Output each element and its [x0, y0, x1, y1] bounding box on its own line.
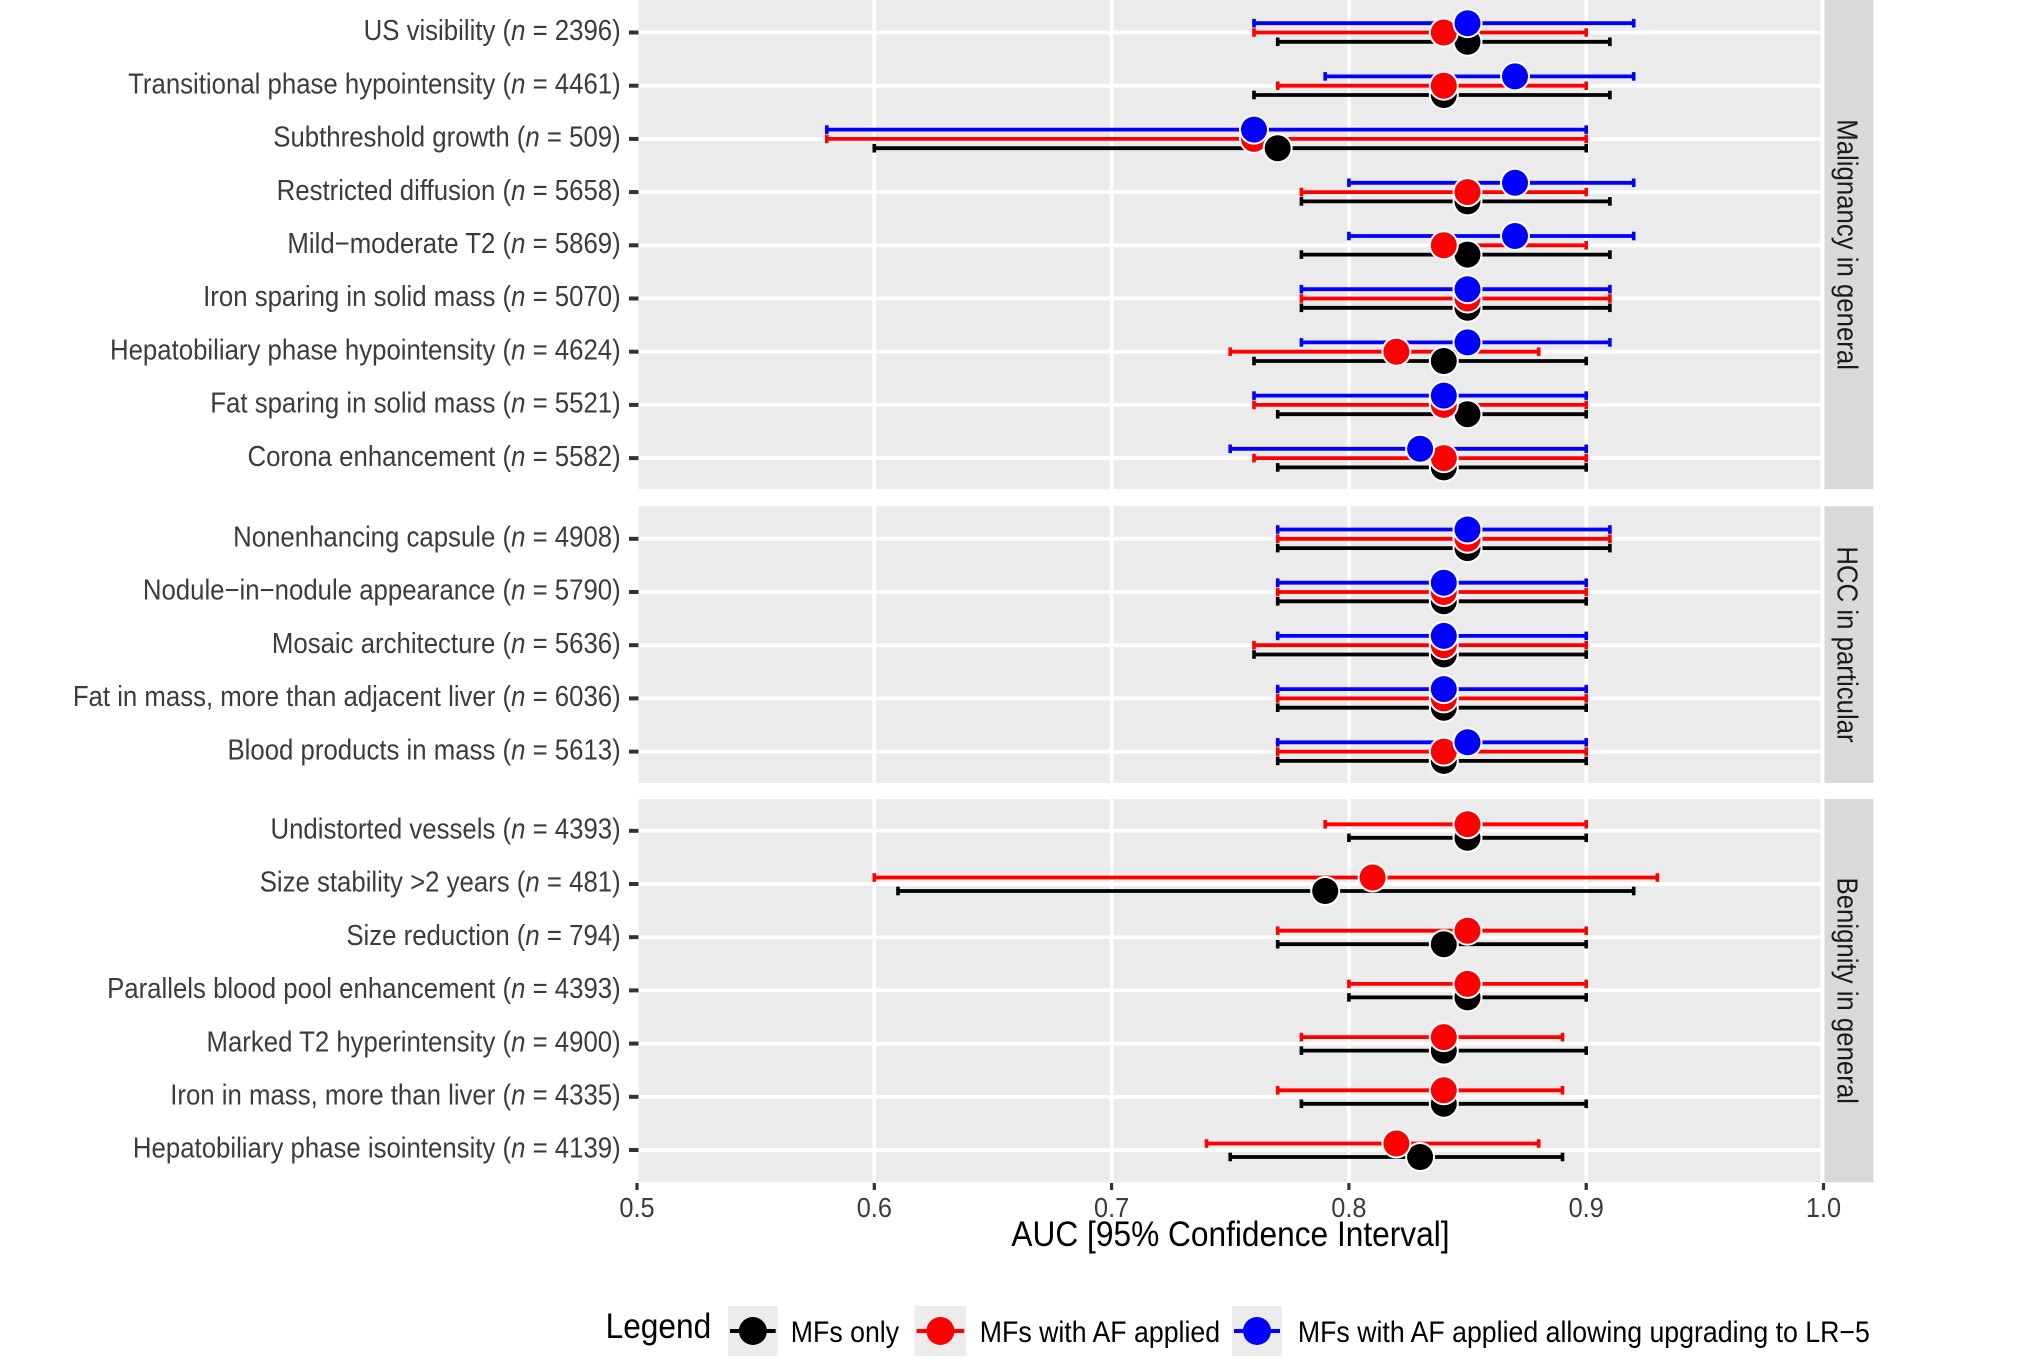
svg-text:Malignancy in general: Malignancy in general — [1831, 119, 1864, 370]
svg-text:Restricted diffusion (n = 5658: Restricted diffusion (n = 5658) — [277, 174, 621, 207]
svg-text:Size reduction (n = 794): Size reduction (n = 794) — [346, 919, 620, 952]
svg-text:0.8: 0.8 — [1331, 1192, 1366, 1223]
svg-text:US visibility (n = 2396): US visibility (n = 2396) — [364, 14, 621, 47]
svg-text:Fat sparing in solid mass (n =: Fat sparing in solid mass (n = 5521) — [210, 386, 620, 419]
svg-text:Nonenhancing capsule (n = 4908: Nonenhancing capsule (n = 4908) — [233, 520, 621, 553]
svg-text:Hepatobiliary phase hypointens: Hepatobiliary phase hypointensity (n = 4… — [110, 333, 621, 366]
svg-text:0.9: 0.9 — [1569, 1192, 1604, 1223]
svg-text:Iron in mass, more than liver: Iron in mass, more than liver (n = 4335) — [170, 1078, 620, 1111]
svg-text:Size stability >2 years (n = 4: Size stability >2 years (n = 481) — [260, 865, 621, 898]
svg-text:Iron sparing in solid mass (n: Iron sparing in solid mass (n = 5070) — [203, 280, 621, 313]
svg-text:Parallels blood pool enhanceme: Parallels blood pool enhancement (n = 43… — [107, 972, 621, 1005]
svg-text:MFs with AF applied: MFs with AF applied — [980, 1316, 1220, 1349]
svg-text:AUC [95% Confidence Interval]: AUC [95% Confidence Interval] — [1011, 1216, 1449, 1255]
svg-text:0.6: 0.6 — [857, 1192, 892, 1223]
svg-text:Hepatobiliary phase isointensi: Hepatobiliary phase isointensity (n = 41… — [133, 1131, 621, 1164]
svg-text:Marked T2 hyperintensity (n =: Marked T2 hyperintensity (n = 4900) — [206, 1025, 620, 1058]
svg-text:MFs with AF applied allowing u: MFs with AF applied allowing upgrading t… — [1298, 1316, 1870, 1349]
svg-text:MFs only: MFs only — [791, 1316, 899, 1349]
svg-text:Corona enhancement (n = 5582): Corona enhancement (n = 5582) — [247, 440, 620, 473]
svg-text:Fat in mass, more than adjacen: Fat in mass, more than adjacent liver (n… — [73, 680, 621, 713]
svg-text:Benignity in general: Benignity in general — [1831, 878, 1864, 1104]
svg-text:Mosaic architecture (n = 5636): Mosaic architecture (n = 5636) — [272, 627, 621, 660]
svg-text:Mild−moderate T2 (n = 5869): Mild−moderate T2 (n = 5869) — [287, 227, 620, 260]
svg-text:Legend: Legend — [606, 1308, 712, 1347]
svg-text:Undistorted vessels (n = 4393): Undistorted vessels (n = 4393) — [270, 812, 620, 845]
svg-text:1.0: 1.0 — [1806, 1192, 1841, 1223]
svg-text:Transitional phase hypointensi: Transitional phase hypointensity (n = 44… — [128, 67, 621, 100]
svg-text:0.7: 0.7 — [1094, 1192, 1129, 1223]
svg-text:HCC in particular: HCC in particular — [1831, 546, 1864, 742]
svg-text:Nodule−in−nodule appearance (n: Nodule−in−nodule appearance (n = 5790) — [143, 573, 621, 606]
svg-text:Blood products in mass (n = 56: Blood products in mass (n = 5613) — [227, 733, 620, 766]
svg-text:0.5: 0.5 — [619, 1192, 654, 1223]
svg-text:Subthreshold growth (n = 509): Subthreshold growth (n = 509) — [273, 120, 620, 153]
